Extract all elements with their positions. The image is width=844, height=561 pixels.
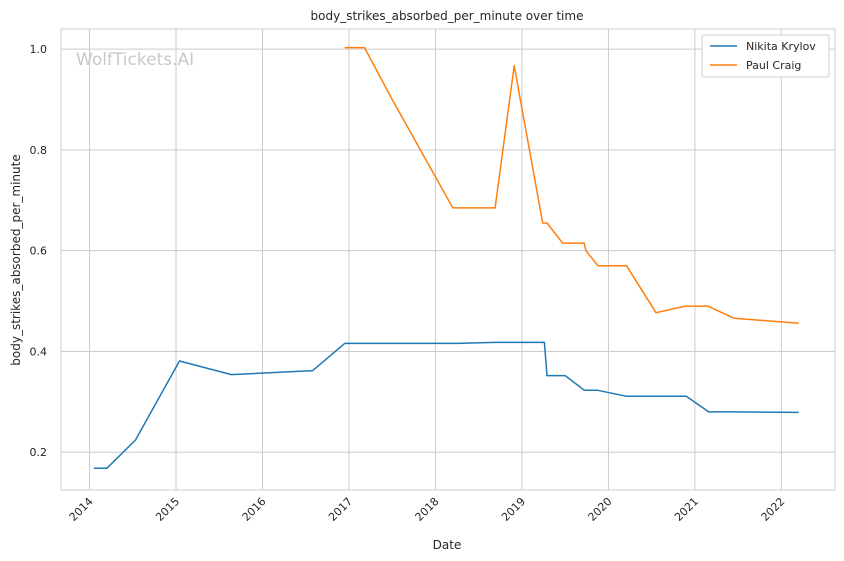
x-tick-label: 2015 — [153, 495, 182, 524]
x-tick-label: 2019 — [499, 495, 528, 524]
y-axis-label: body_strikes_absorbed_per_minute — [9, 154, 23, 365]
y-tick-label: 0.8 — [30, 144, 48, 157]
x-tick-labels: 2014 2015 2016 2017 2018 2019 2020 2021 2022 — [67, 495, 788, 524]
x-tick-label: 2021 — [672, 495, 701, 524]
watermark: WolfTickets.AI — [76, 50, 194, 70]
x-tick-label: 2017 — [326, 495, 355, 524]
legend: Nikita Krylov Paul Craig — [701, 34, 830, 78]
y-tick-label: 0.4 — [30, 345, 48, 358]
x-tick-label: 2016 — [240, 495, 269, 524]
y-tick-label: 0.6 — [30, 245, 48, 258]
legend-label-1: Nikita Krylov — [746, 40, 816, 53]
series-line-1 — [93, 341, 799, 470]
series-line-2 — [344, 46, 799, 324]
legend-label-2: Paul Craig — [746, 59, 801, 72]
x-axis-label: Date — [433, 538, 462, 552]
y-tick-label: 1.0 — [30, 43, 48, 56]
chart-title: body_strikes_absorbed_per_minute over ti… — [311, 9, 584, 23]
grid — [61, 29, 835, 490]
x-tick-label: 2022 — [759, 495, 788, 524]
y-tick-labels: 0.2 0.4 0.6 0.8 1.0 — [30, 43, 48, 459]
x-tick-label: 2018 — [413, 495, 442, 524]
x-tick-label: 2020 — [586, 495, 615, 524]
series-layer — [93, 46, 799, 470]
y-tick-label: 0.2 — [30, 446, 48, 459]
plot-frame — [60, 28, 836, 491]
x-tick-label: 2014 — [67, 495, 96, 524]
